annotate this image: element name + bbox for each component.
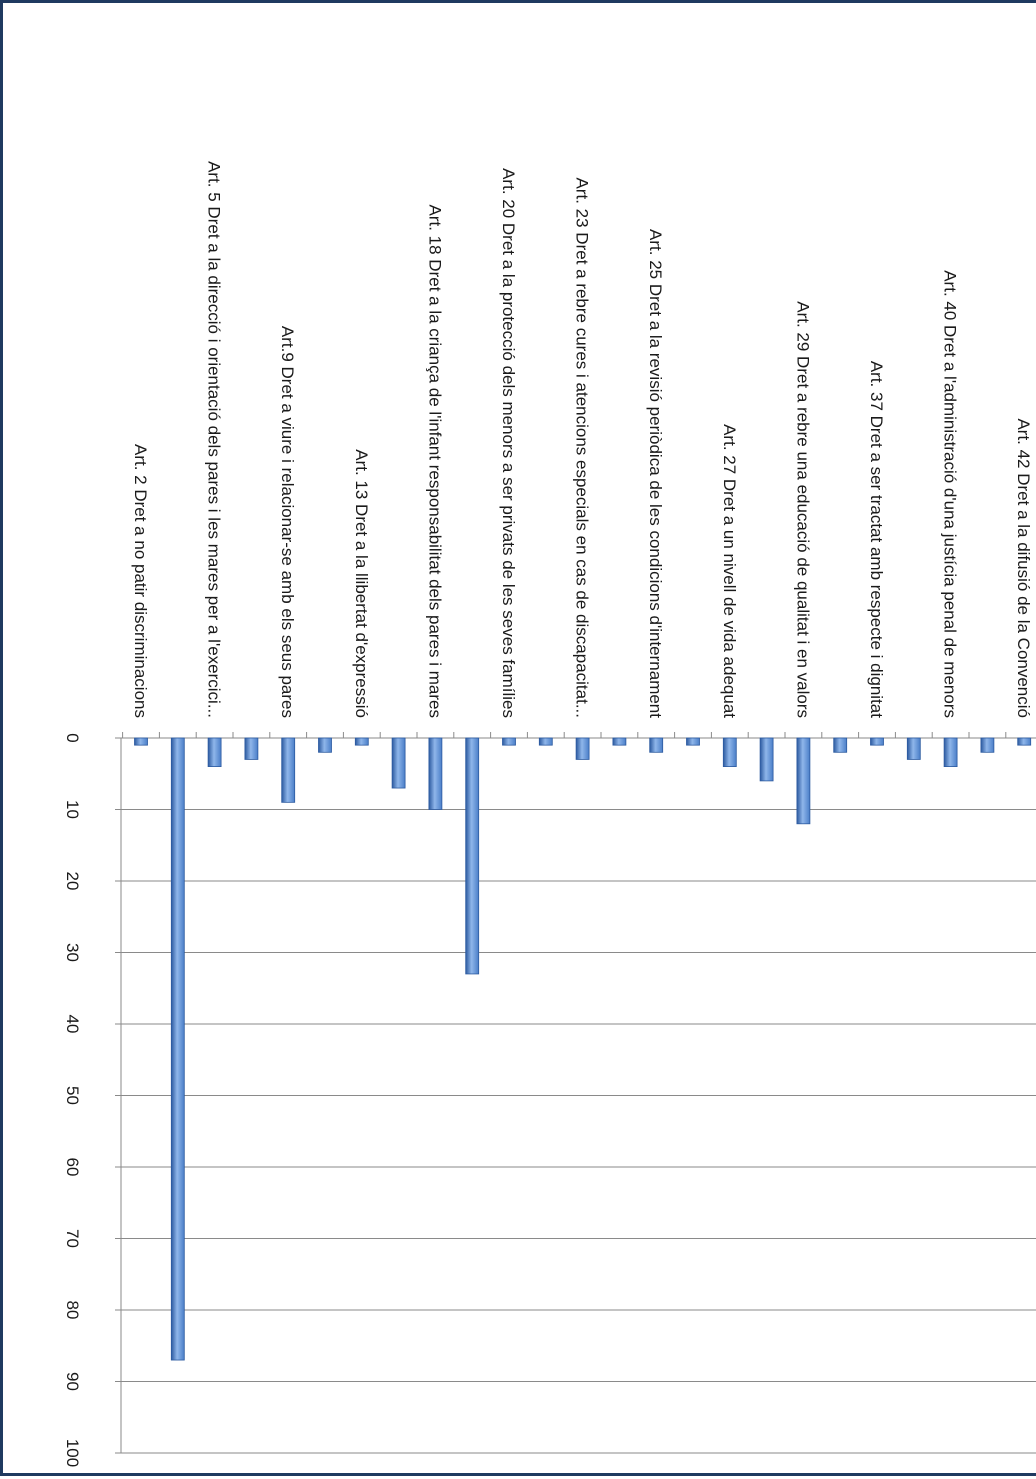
bar <box>722 737 737 768</box>
bar <box>428 737 443 810</box>
y-tick-label: 40 <box>63 1015 82 1034</box>
y-tick-label: 90 <box>63 1372 82 1391</box>
y-tick-label: 100 <box>63 1439 82 1467</box>
bar <box>354 737 369 746</box>
category-label: Art. 25 Dret a la revisió periòdica de l… <box>646 229 665 718</box>
category-label: Art. 29 Dret a rebre una educació de qua… <box>793 301 812 718</box>
category-labels: Art. 2 Dret a no patir discriminacions Ar… <box>131 161 1033 718</box>
bar <box>575 737 590 760</box>
y-tick-label: 80 <box>63 1301 82 1320</box>
bar <box>465 737 480 975</box>
bar <box>796 737 811 825</box>
y-axis-ticks: 0 10 20 30 40 50 60 70 80 90 100 <box>63 733 82 1467</box>
bar <box>833 737 848 753</box>
bar <box>759 737 774 782</box>
bar <box>649 737 664 753</box>
category-label: Art. 37 Dret a ser tractat amb respecte … <box>867 361 886 718</box>
bar <box>391 737 406 789</box>
category-label: Art. 13 Dret a la llibertat d'expressió <box>352 449 371 718</box>
bar <box>1017 737 1032 746</box>
y-tick-label: 70 <box>63 1229 82 1248</box>
bar <box>244 737 259 760</box>
category-label: Art. 20 Dret a la protecció dels menors … <box>499 168 518 718</box>
y-tick-label: 10 <box>63 800 82 819</box>
category-label: Art. 40 Dret a l'administració d'una jus… <box>941 270 960 718</box>
bar <box>538 737 553 746</box>
category-label: Art. 27 Dret a un nivell de vida adequat <box>720 424 739 718</box>
bar <box>943 737 958 768</box>
y-tick-label: 0 <box>63 733 82 742</box>
bar <box>612 737 627 746</box>
bars <box>134 737 1032 1361</box>
bar <box>870 737 884 746</box>
y-tick-label: 50 <box>63 1086 82 1105</box>
category-label: Art. 5 Dret a la direcció i orientació d… <box>205 161 224 718</box>
bar <box>281 737 296 803</box>
bar <box>170 737 185 1361</box>
category-label: Art. 23 Dret a rebre cures i atencions e… <box>573 178 592 719</box>
bar <box>906 737 921 760</box>
category-label: Art. 42 Dret a la difusió de la Convenci… <box>1014 418 1033 718</box>
bar <box>134 737 148 746</box>
y-tick-label: 30 <box>63 943 82 962</box>
y-tick-label: 20 <box>63 872 82 891</box>
bar <box>686 737 700 746</box>
gridlines <box>115 732 1036 1454</box>
bar <box>502 737 516 746</box>
y-tick-label: 60 <box>63 1158 82 1177</box>
category-label: Art. 2 Dret a no patir discriminacions <box>131 444 150 718</box>
bar-chart: 0 10 20 30 40 50 60 70 80 90 100 Art. 2 Dret a no … <box>63 161 1036 1467</box>
category-label: Art.9 Dret a viure i relacionar-se amb e… <box>278 326 297 718</box>
bar <box>980 737 995 753</box>
bar <box>207 737 222 768</box>
bar <box>318 737 332 753</box>
category-label: Art. 18 Dret a la criança de l'infant re… <box>425 205 444 719</box>
